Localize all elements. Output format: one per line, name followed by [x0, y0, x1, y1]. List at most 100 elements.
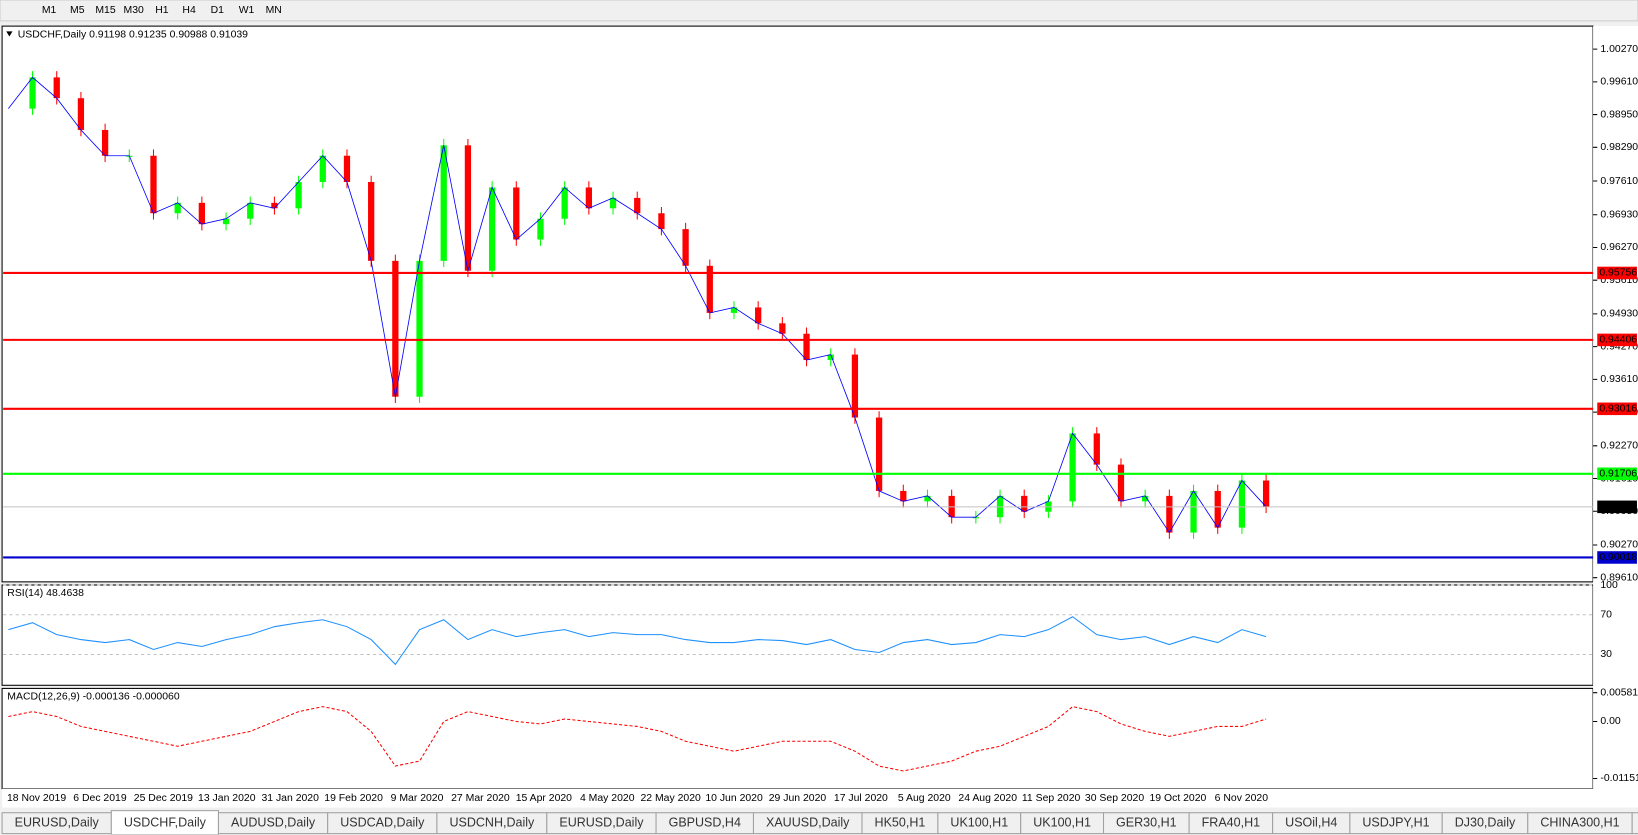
tab[interactable]	[1631, 812, 1638, 835]
timeframe-button[interactable]: M5	[70, 5, 85, 16]
candle-body	[1190, 490, 1197, 533]
timeframe-button[interactable]: H4	[182, 5, 196, 16]
candle-body	[368, 182, 375, 261]
tab-label[interactable]: UK100,H1	[1033, 815, 1091, 829]
timeframe-button[interactable]: M15	[95, 5, 115, 16]
candle-body	[271, 202, 278, 209]
candle-body	[900, 490, 907, 502]
tab-label[interactable]: CHINA300,H1	[1540, 815, 1619, 829]
candle-body	[392, 260, 399, 397]
tab-label[interactable]: UK100,H1	[950, 815, 1008, 829]
time-axis	[2, 788, 1638, 808]
candle-body	[150, 155, 157, 214]
macd-tick-label: -0.011514	[1600, 773, 1638, 784]
rsi-panel	[1, 584, 1594, 686]
candle-body	[537, 218, 544, 240]
level-label: 0.93016	[1599, 404, 1637, 415]
tab-label[interactable]: GER30,H1	[1116, 815, 1177, 829]
candle-body	[1021, 495, 1028, 512]
candle-body	[658, 213, 665, 230]
price-tick-label: 0.98290	[1600, 142, 1638, 153]
rsi-line	[8, 616, 1267, 666]
candle-body	[1262, 480, 1270, 507]
date-label: 13 Jan 2020	[198, 793, 256, 804]
price-tick-label: 1.00270	[1600, 44, 1638, 55]
candle-body	[174, 202, 181, 214]
tab-label[interactable]: XAUUSD,Daily	[766, 815, 850, 829]
macd-tick-label: 0.00	[1600, 716, 1621, 727]
level-label: 0.94406	[1599, 335, 1637, 346]
candle-body	[634, 197, 641, 214]
candle-body	[513, 187, 520, 240]
candle-body	[803, 333, 810, 361]
tab-label[interactable]: AUDUSD,Daily	[231, 815, 316, 829]
candle-body	[488, 187, 496, 271]
price-tick-label: 0.94930	[1600, 309, 1638, 320]
tab[interactable]	[110, 810, 219, 835]
candle-body	[1238, 480, 1246, 528]
tab-label[interactable]: DJ30,Daily	[1455, 815, 1516, 829]
level-tag	[1597, 266, 1637, 280]
chart-header: USDCHF,Daily 0.91198 0.91235 0.90988 0.9…	[18, 29, 248, 40]
price-panel	[1, 25, 1594, 583]
tab-label[interactable]: EURUSD,Daily	[15, 815, 100, 829]
date-label: 29 Jun 2020	[769, 793, 827, 804]
tab-label[interactable]: GBPUSD,H4	[669, 815, 741, 829]
date-label: 31 Jan 2020	[261, 793, 319, 804]
candle-body	[730, 307, 738, 313]
tab-label[interactable]: USDCHF,Daily	[124, 815, 207, 829]
close-line	[8, 76, 1267, 534]
date-label: 10 Jun 2020	[705, 793, 763, 804]
timeframe-button[interactable]: H1	[155, 5, 169, 16]
candle-body	[464, 145, 472, 271]
date-label: 11 Sep 2020	[1022, 793, 1081, 804]
date-label: 24 Aug 2020	[958, 793, 1017, 804]
tab-label[interactable]: FRA40,H1	[1202, 815, 1260, 829]
header-arrow[interactable]	[6, 31, 13, 37]
timeframe-button[interactable]: MN	[266, 5, 282, 16]
price-tick-label: 0.93610	[1600, 374, 1638, 385]
date-label: 30 Sep 2020	[1085, 793, 1144, 804]
price-tick-label: 0.90270	[1600, 540, 1638, 551]
candle-body	[561, 187, 568, 219]
rsi-tick-label: 70	[1600, 610, 1612, 621]
candle-body	[1093, 433, 1100, 465]
tab-label[interactable]: USDCAD,Daily	[340, 815, 425, 829]
candle-body	[416, 260, 423, 397]
last-price-label: 0.91039	[1599, 502, 1637, 513]
macd-tick-label: 0.005818	[1600, 687, 1638, 698]
candle-body	[77, 98, 85, 130]
candle-body	[440, 145, 447, 261]
level-tag	[1597, 333, 1637, 347]
tab-label[interactable]: USDCNH,Daily	[449, 815, 535, 829]
tab-label[interactable]: HK50,H1	[875, 815, 926, 829]
last-price-tag	[1597, 500, 1637, 514]
candle-body	[779, 323, 786, 334]
timeframe-button[interactable]: M1	[42, 5, 57, 16]
timeframe-button[interactable]: D1	[211, 5, 225, 16]
candle-body	[1142, 495, 1149, 502]
price-tick-label: 0.97610	[1600, 176, 1638, 187]
tab-label[interactable]: USOil,H4	[1285, 815, 1337, 829]
candle-body	[198, 202, 205, 225]
rsi-tick-label: 100	[1600, 580, 1618, 591]
date-label: 19 Oct 2020	[1149, 793, 1206, 804]
timeframe-button[interactable]: W1	[239, 5, 255, 16]
tab-label[interactable]: USDJPY,H1	[1362, 815, 1429, 829]
rsi-label: RSI(14) 48.4638	[7, 588, 84, 599]
timeframe-button[interactable]: M30	[124, 5, 144, 16]
level-tag	[1597, 467, 1637, 481]
date-label: 19 Feb 2020	[324, 793, 383, 804]
date-label: 22 May 2020	[640, 793, 701, 804]
candle-body	[972, 517, 979, 519]
tab-label[interactable]: EURUSD,Daily	[559, 815, 644, 829]
level-label: 0.95756	[1599, 268, 1637, 279]
candle-body	[755, 307, 762, 324]
price-tick-label: 0.98950	[1600, 109, 1638, 120]
candle-body	[875, 417, 883, 491]
candle-body	[1117, 464, 1125, 502]
price-tick-label: 0.94270	[1600, 341, 1638, 352]
date-label: 17 Jul 2020	[834, 793, 888, 804]
